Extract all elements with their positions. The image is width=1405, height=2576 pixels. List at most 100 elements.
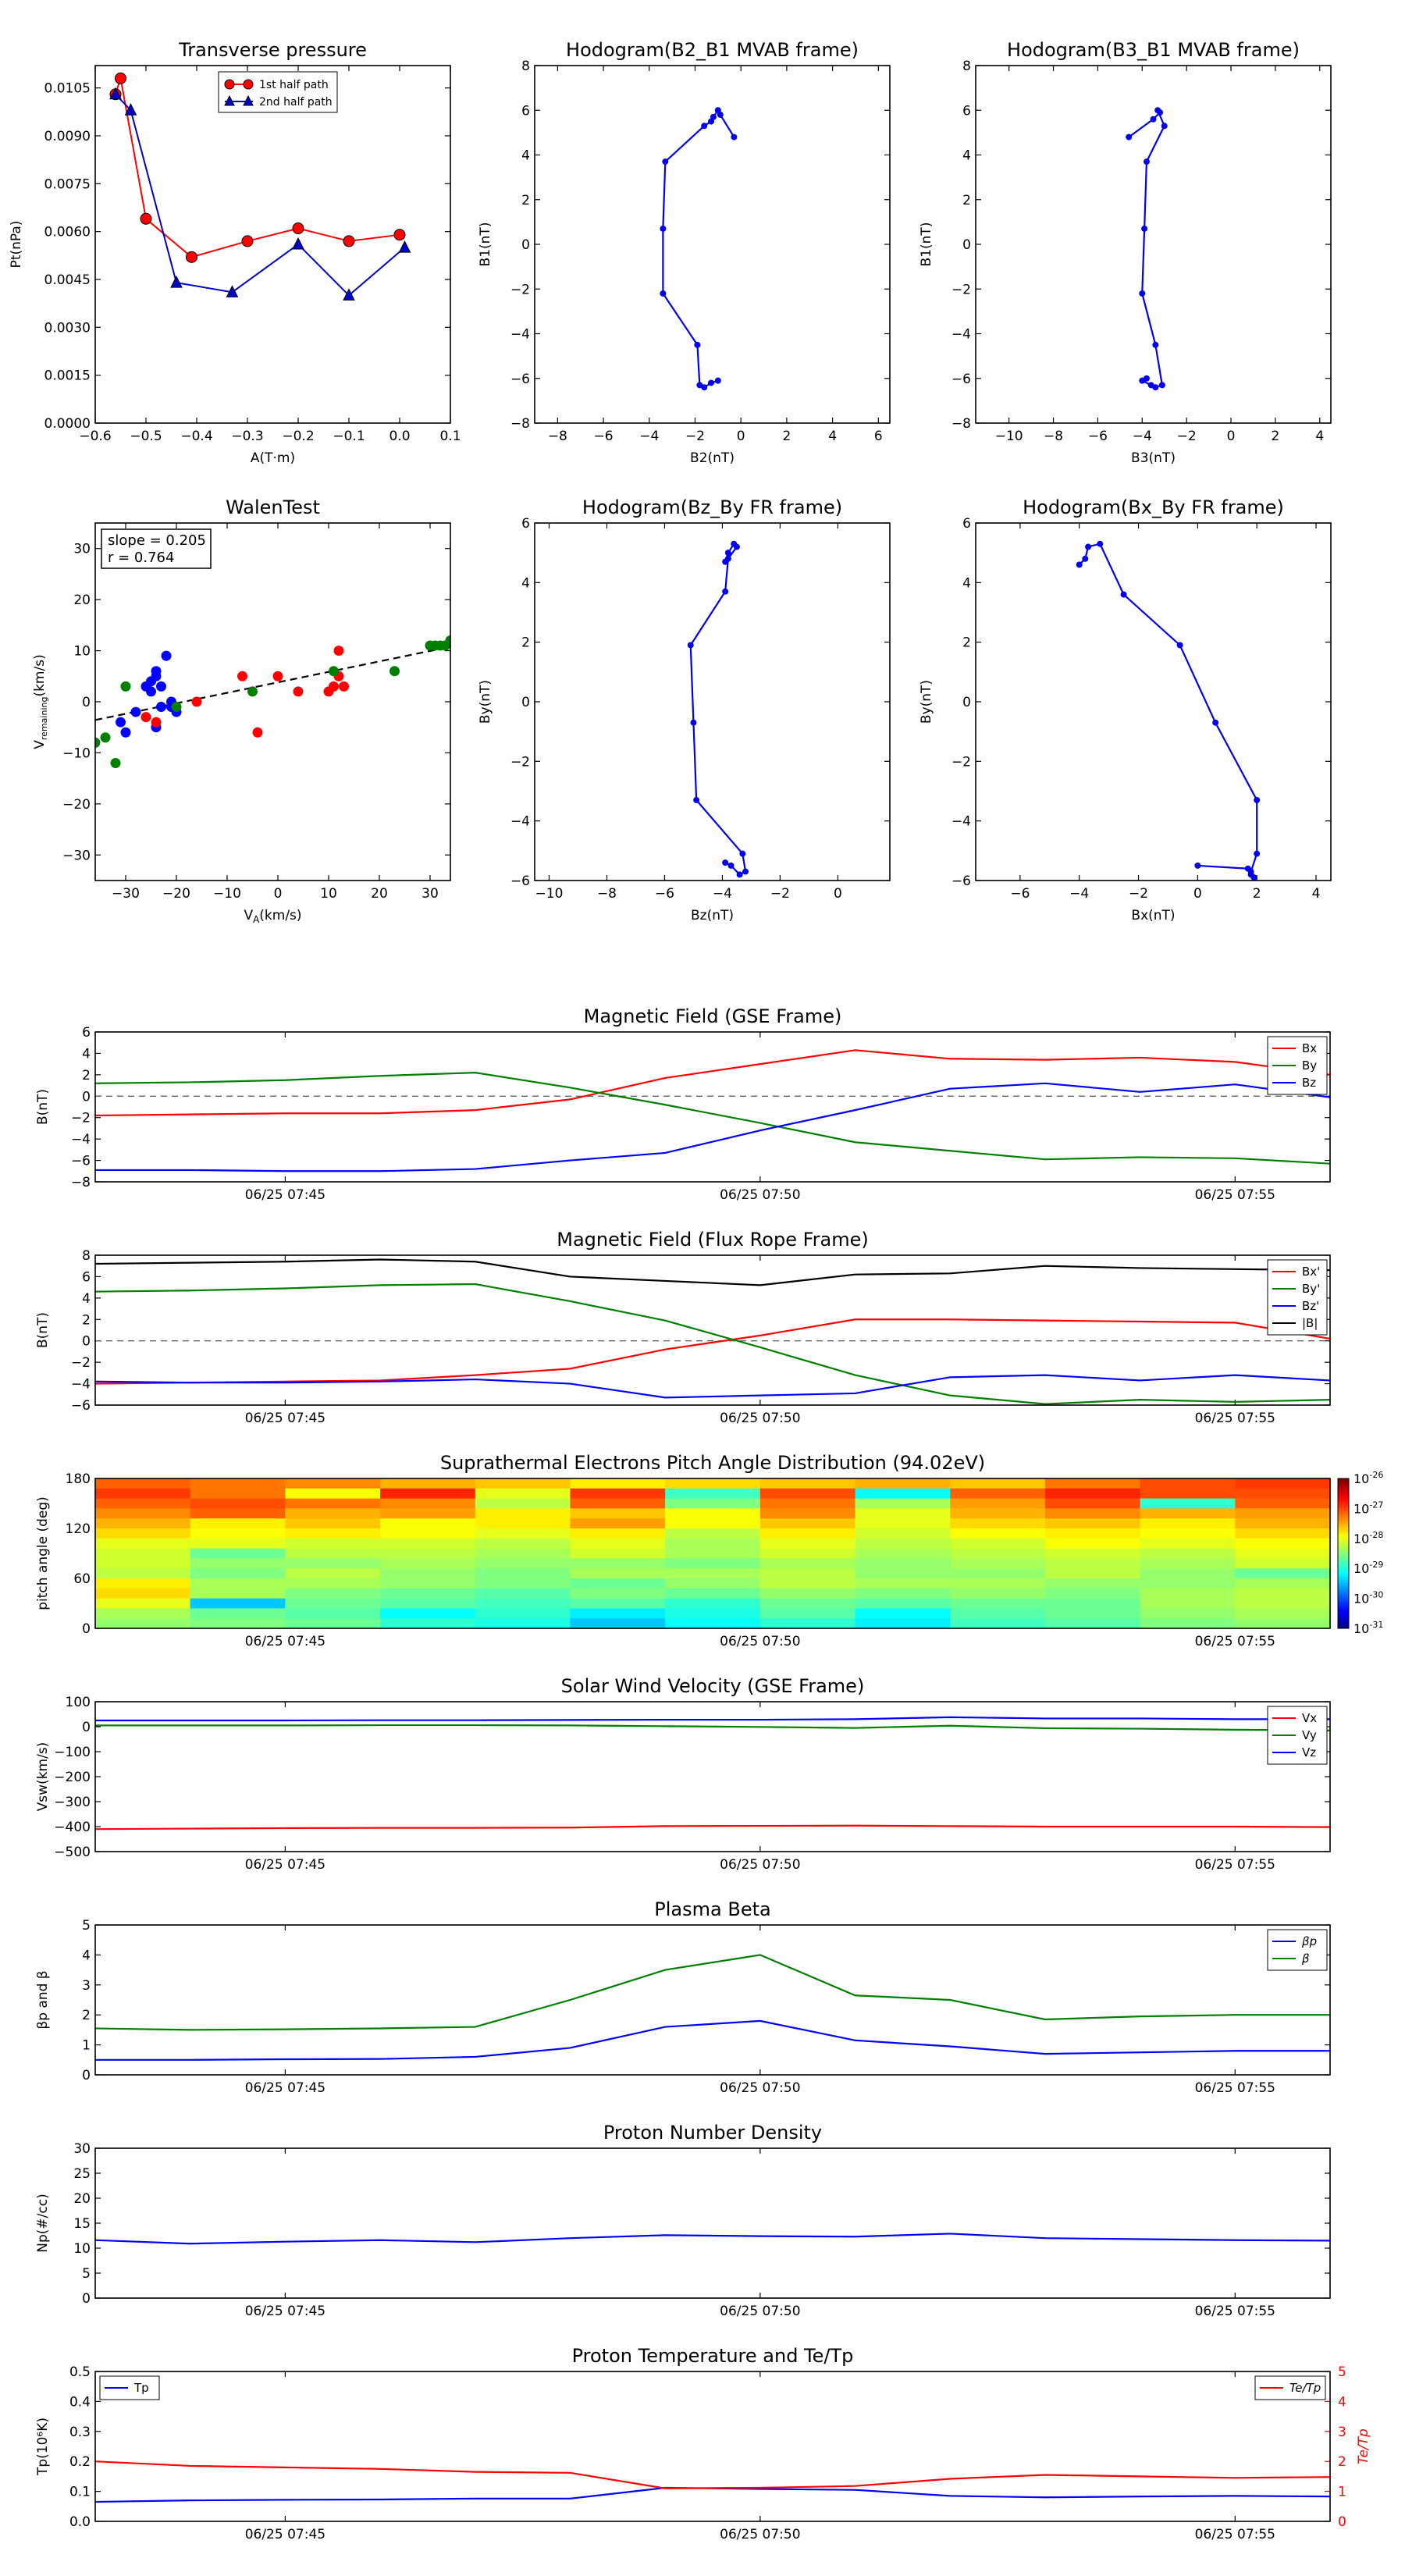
heatmap-cell — [665, 1538, 761, 1550]
legend-label: |B| — [1302, 1316, 1318, 1330]
y-tick-label: −6 — [510, 372, 530, 387]
x-tick-label: 06/25 07:45 — [245, 1857, 325, 1873]
x-tick-label: −0.6 — [79, 429, 111, 444]
heatmap-cell — [759, 1608, 856, 1619]
heatmap-cell — [950, 1618, 1046, 1629]
heatmap-cell — [1140, 1568, 1236, 1579]
y-tick-label: 15 — [73, 2216, 91, 2232]
heatmap-cell — [1044, 1618, 1141, 1629]
y-tick-label: 0 — [82, 1720, 91, 1735]
x-tick-label: −2 — [1129, 886, 1148, 902]
heatmap-cell — [665, 1548, 761, 1559]
chart-title: Transverse pressure — [178, 39, 367, 61]
heatmap-cell — [475, 1498, 571, 1509]
chart-title: Hodogram(B2_B1 MVAB frame) — [566, 39, 859, 61]
heatmap-cell — [665, 1568, 761, 1579]
scatter-point — [156, 702, 166, 713]
y-right-tick-label: 4 — [1338, 2394, 1346, 2410]
x-tick-label: −10 — [995, 429, 1023, 444]
data-point — [662, 158, 669, 165]
hodogram-path — [689, 542, 747, 876]
heatmap-cell — [95, 1538, 191, 1550]
colorbar-step — [1338, 1500, 1349, 1504]
heatmap-cell — [1235, 1568, 1331, 1579]
heatmap-cell — [1235, 1558, 1331, 1569]
x-tick-label: 06/25 07:55 — [1195, 2080, 1275, 2096]
y-tick-label: 2 — [521, 635, 530, 651]
heatmap-cell — [570, 1578, 666, 1589]
heatmap-cell — [855, 1508, 951, 1519]
heatmap-cell — [475, 1488, 571, 1500]
heatmap-cell — [665, 1608, 761, 1619]
heatmap-cell — [855, 1578, 951, 1589]
x-tick-label: −0.3 — [231, 429, 263, 444]
heatmap-cell — [95, 1478, 191, 1489]
y-axis-label: B(nT) — [35, 1312, 51, 1348]
heatmap-cell — [475, 1508, 571, 1519]
data-point — [1147, 382, 1154, 389]
series-line-vx — [95, 1824, 1330, 1831]
heatmap-cell — [1140, 1518, 1236, 1529]
x-tick-label: −2 — [770, 886, 790, 902]
x-tick-label: 06/25 07:45 — [245, 1634, 325, 1649]
scatter-point — [151, 666, 162, 677]
heatmap-cell — [570, 1588, 666, 1599]
data-point — [241, 235, 254, 247]
chart-bfr: Magnetic Field (Flux Rope Frame) 06/25 07… — [35, 1229, 1331, 1426]
heatmap-cell — [1140, 1608, 1236, 1619]
heatmap-cell — [950, 1528, 1046, 1539]
heatmap-cell — [855, 1488, 951, 1500]
heatmap-cell — [759, 1528, 856, 1539]
heatmap-cell — [665, 1528, 761, 1539]
colorbar-step — [1338, 1485, 1349, 1489]
heatmap-cell — [285, 1488, 381, 1500]
heatmap-cell — [285, 1568, 381, 1579]
colorbar-step — [1338, 1496, 1349, 1500]
y-tick-label: 4 — [521, 148, 530, 164]
series-line-|b| — [95, 1258, 1330, 1286]
y-tick-label: 8 — [962, 59, 971, 74]
heatmap-cell — [1044, 1478, 1141, 1489]
heatmap-cell — [380, 1518, 476, 1529]
y-tick-label: 0.4 — [69, 2394, 91, 2410]
y-tick-label: 0 — [962, 237, 971, 253]
heatmap-cell — [570, 1548, 666, 1559]
heatmap-cell — [570, 1488, 666, 1500]
y-tick-label: 6 — [521, 103, 530, 119]
colorbar-step — [1338, 1610, 1349, 1614]
y-tick-label: −4 — [71, 1377, 91, 1393]
scatter-point — [120, 727, 131, 738]
heatmap-cell — [190, 1518, 286, 1529]
y-tick-label: −2 — [71, 1355, 91, 1371]
y-right-tick-label: 2 — [1338, 2454, 1346, 2470]
heatmap-cell — [475, 1558, 571, 1569]
y-tick-label: −300 — [54, 1795, 91, 1810]
heatmap-cell — [190, 1558, 286, 1569]
heatmap-cell — [1235, 1528, 1331, 1539]
x-tick-label: −30 — [112, 886, 140, 902]
heatmap-cell — [380, 1538, 476, 1550]
scatter-point — [156, 681, 166, 692]
heatmap-cell — [1140, 1538, 1236, 1550]
chart-h21: Hodogram(B2_B1 MVAB frame) −8 −6 −4 −2 0 2 4 6 −8… — [478, 39, 891, 466]
plot-frame — [534, 65, 891, 424]
heatmap-cell — [1235, 1588, 1331, 1599]
y-tick-label: 6 — [82, 1269, 91, 1285]
heatmap-cell — [570, 1528, 666, 1539]
heatmap-cell — [380, 1548, 476, 1559]
y-tick-label: −2 — [510, 282, 530, 297]
y-tick-label: 6 — [962, 516, 971, 532]
x-tick-label: −8 — [597, 886, 617, 902]
y-tick-label: 10 — [73, 644, 91, 660]
heatmap-cell — [1044, 1488, 1141, 1500]
heatmap-cell — [1235, 1508, 1331, 1519]
heatmap-cell — [380, 1488, 476, 1500]
colorbar-step — [1338, 1521, 1349, 1525]
x-tick-label: 06/25 07:55 — [1195, 2527, 1275, 2542]
y-tick-label: 8 — [82, 1248, 91, 1264]
heatmap-cell — [665, 1518, 761, 1529]
y-axis-label: By(nT) — [478, 680, 493, 724]
colorbar-tick-label: 10-27 — [1353, 1500, 1383, 1516]
heatmap-cell — [95, 1618, 191, 1629]
colorbar-step — [1338, 1606, 1349, 1609]
